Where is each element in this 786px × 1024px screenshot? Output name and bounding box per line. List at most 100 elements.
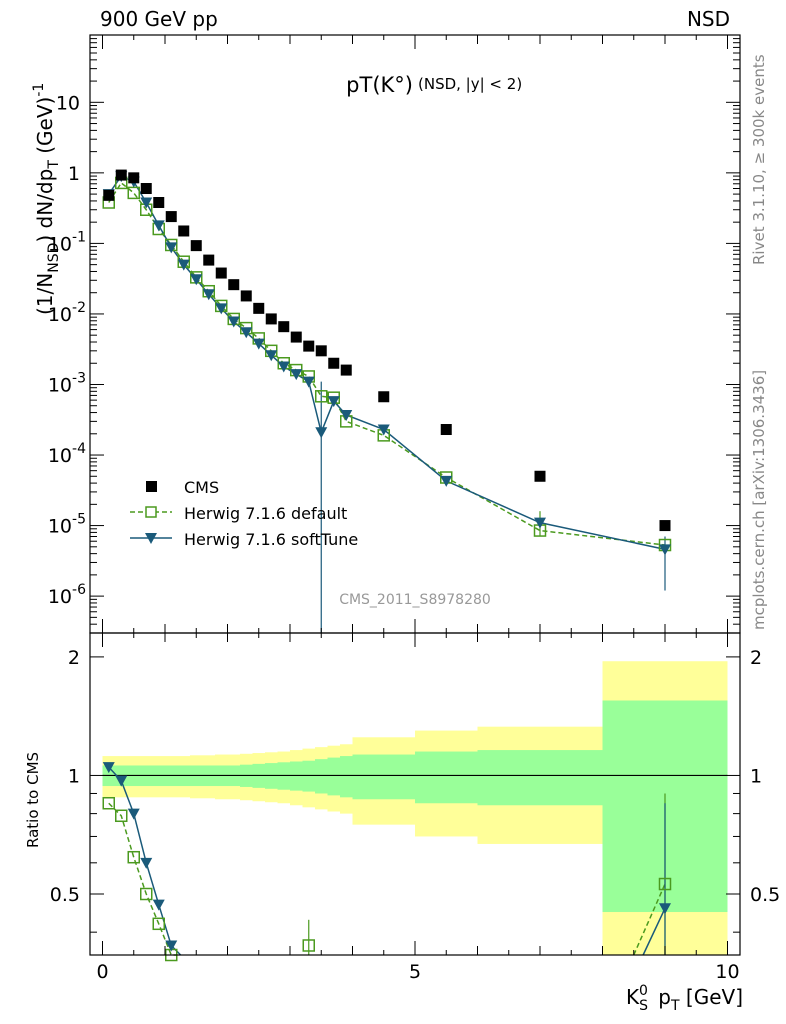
point-softtune	[140, 197, 153, 209]
point-cms	[203, 254, 215, 266]
point-softtune	[315, 427, 328, 439]
point-softtune	[440, 475, 453, 487]
main-y-tick-label: 10-6	[48, 582, 86, 608]
ratio-point-softtune	[152, 899, 165, 911]
band-inner	[352, 754, 415, 800]
rivet-label: Rivet 3.1.10, ≥ 300k events	[750, 54, 768, 265]
point-softtune	[227, 316, 240, 328]
point-cms	[534, 470, 546, 482]
point-softtune	[265, 350, 278, 362]
point-softtune	[534, 517, 546, 529]
point-cms	[278, 321, 290, 333]
main-y-tick-label: 10-5	[48, 512, 86, 538]
ratio-point-default	[140, 887, 153, 901]
point-cms	[128, 172, 140, 184]
ratio-y-tick-label-right: 2	[750, 647, 762, 669]
point-cms	[440, 424, 452, 436]
point-softtune	[277, 361, 290, 373]
point-cms	[115, 169, 127, 181]
point-cms	[215, 267, 227, 279]
point-softtune	[252, 338, 265, 350]
point-cms	[165, 211, 177, 223]
ratio-point-softtune	[165, 940, 178, 952]
point-softtune	[202, 289, 215, 301]
ratio-point-default	[302, 939, 315, 952]
ratio-point-softtune	[140, 857, 153, 869]
point-softtune	[152, 220, 165, 232]
point-cms	[253, 302, 265, 314]
header-left: 900 GeV pp	[100, 7, 218, 31]
point-softtune	[240, 327, 253, 339]
point-cms	[659, 520, 671, 532]
legend-label-softtune: Herwig 7.1.6 softTune	[184, 530, 358, 549]
point-softtune	[340, 409, 353, 421]
band-inner	[327, 757, 340, 796]
ratio-y-label: Ratio to CMS	[24, 752, 42, 848]
main-y-tick-label: 1	[68, 163, 80, 185]
ratio-point-softtune	[102, 762, 115, 774]
main-title-extra: (NSD, |y| < 2)	[418, 75, 522, 93]
watermark: CMS_2011_S8978280	[339, 592, 491, 608]
band-inner	[477, 750, 603, 806]
point-softtune	[377, 424, 390, 436]
band-inner	[340, 756, 353, 798]
point-softtune	[290, 369, 303, 381]
point-softtune	[302, 376, 315, 388]
legend-label-default: Herwig 7.1.6 default	[184, 504, 347, 523]
main-panel: 10 1 10-1 10-2 10-3 10-4 10-5 10-6 pT(K°) (NSD,…	[31, 34, 741, 634]
point-cms	[153, 197, 165, 209]
point-softtune	[190, 274, 203, 286]
ratio-y-tick-label-right: 1	[750, 765, 762, 787]
legend-marker-softtune	[145, 533, 157, 544]
ratio-point-softtune	[127, 808, 140, 820]
point-softtune	[215, 303, 228, 315]
ratio-point-default	[658, 877, 672, 891]
ratio-point-default	[102, 796, 115, 810]
ratio-data-layer	[102, 661, 728, 962]
point-cms	[190, 240, 202, 252]
point-cms	[178, 225, 190, 237]
ratio-point-default	[115, 809, 128, 823]
ratio-point-softtune	[659, 903, 671, 915]
header-right: NSD	[687, 7, 730, 31]
point-cms	[103, 189, 115, 201]
point-cms	[228, 279, 240, 291]
main-y-tick-label: 10-2	[48, 300, 86, 326]
ratio-point-default	[127, 850, 140, 864]
point-cms	[265, 313, 277, 325]
point-cms	[328, 357, 340, 369]
ratio-x-label: KS0 pT [GeV]	[626, 983, 743, 1014]
ratio-line-softtune-high	[642, 907, 666, 956]
main-y-tick-label: 10-1	[48, 229, 86, 255]
ratio-y-tick-label-right: 0.5	[750, 884, 780, 906]
point-softtune	[177, 259, 190, 271]
point-softtune	[659, 544, 671, 556]
ratio-line-default	[108, 802, 178, 956]
point-cms	[315, 345, 327, 357]
ratio-x-tick-label: 10	[715, 961, 739, 983]
main-data-layer	[102, 169, 672, 633]
main-y-tick-label: 10-3	[48, 370, 86, 396]
main-axis-ticks: 10 1 10-1 10-2 10-3 10-4 10-5 10-6	[48, 34, 740, 634]
point-softtune	[165, 242, 178, 254]
band-inner	[415, 751, 478, 804]
main-y-tick-label: 10-4	[48, 441, 86, 467]
point-cms	[303, 340, 315, 352]
point-cms	[290, 331, 302, 343]
mcplots-label: mcplots.cern.ch [arXiv:1306.3436]	[750, 370, 768, 630]
point-cms	[240, 290, 252, 302]
ratio-panel: 0.5 0.5 1 1 2 2 0 5 10 Ratio to CMS KS0 pT [GeV]	[24, 632, 780, 1014]
ratio-line-default-high	[633, 883, 666, 956]
point-cms	[340, 364, 352, 376]
legend-label-cms: CMS	[184, 478, 219, 497]
legend: CMS Herwig 7.1.6 default Herwig 7.1.6 so…	[130, 478, 358, 549]
ratio-y-tick-label-left: 1	[68, 765, 80, 787]
ratio-x-tick-label: 5	[409, 961, 421, 983]
ratio-x-tick-label: 0	[96, 961, 108, 983]
main-y-tick-label: 10	[56, 92, 80, 114]
legend-marker-cms	[146, 481, 157, 492]
point-softtune	[327, 396, 340, 408]
point-cms	[140, 183, 152, 195]
ratio-point-default	[152, 917, 165, 931]
